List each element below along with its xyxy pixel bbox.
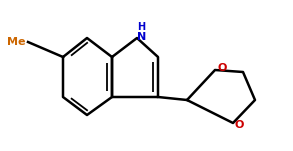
Text: N: N xyxy=(137,32,146,42)
Text: Me: Me xyxy=(6,37,25,47)
Text: O: O xyxy=(218,63,227,74)
Text: H: H xyxy=(137,22,145,32)
Text: O: O xyxy=(234,119,244,130)
